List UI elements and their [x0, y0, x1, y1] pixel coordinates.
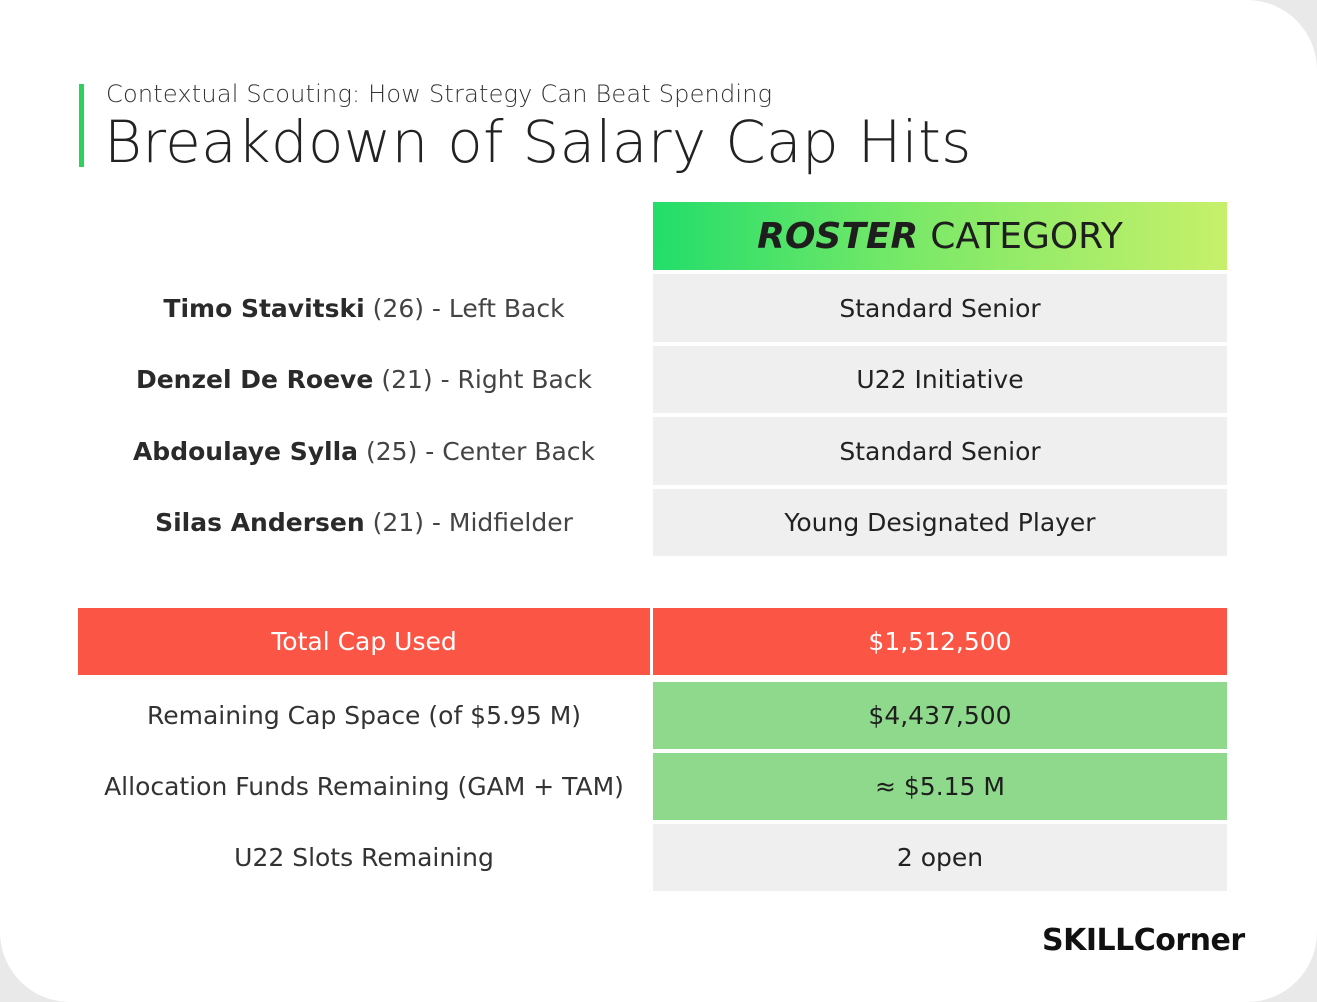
header-light-text: CATEGORY [930, 215, 1123, 257]
title-accent-bar [79, 84, 84, 167]
player-detail: (21) - Right Back [381, 365, 593, 394]
player-detail: (25) - Center Back [366, 436, 596, 466]
player-name: Denzel De Roeve [135, 365, 374, 394]
skillcorner-logo: SKILLCorner [1042, 923, 1245, 958]
total-cap-label: Total Cap Used [78, 608, 650, 675]
page-subtitle: Contextual Scouting: How Strategy Can Be… [106, 80, 773, 108]
player-category-cell: Standard Senior [653, 417, 1227, 485]
total-cap-value: $1,512,500 [653, 608, 1227, 675]
player-name: Abdoulaye Sylla [132, 436, 359, 466]
allocation-funds-value: ≈ $5.15 M [653, 753, 1227, 820]
player-row-label: Timo Stavitski (26) - Left Back [78, 274, 650, 342]
header-strong-text: ROSTER [757, 215, 919, 257]
player-detail: (21) - Midfielder [372, 508, 573, 537]
player-category-cell: U22 Initiative [653, 346, 1227, 413]
roster-category-header: ROSTER CATEGORY [653, 202, 1227, 270]
page-title: Breakdown of Salary Cap Hits [104, 108, 972, 176]
player-category-cell: Standard Senior [653, 274, 1227, 342]
player-row-label: Denzel De Roeve (21) - Right Back [78, 346, 650, 413]
u22-slots-value: 2 open [653, 824, 1227, 891]
player-row-label: Silas Andersen (21) - Midfielder [78, 489, 650, 556]
player-row-label: Abdoulaye Sylla (25) - Center Back [78, 417, 650, 485]
player-name: Silas Andersen [155, 508, 365, 537]
player-category-cell: Young Designated Player [653, 489, 1227, 556]
player-detail: (26) - Left Back [372, 293, 565, 323]
remaining-cap-value: $4,437,500 [653, 682, 1227, 749]
player-name: Timo Stavitski [163, 293, 365, 323]
remaining-cap-label: Remaining Cap Space (of $5.95 M) [146, 701, 582, 730]
allocation-funds-label: Allocation Funds Remaining (GAM + TAM) [104, 772, 624, 801]
u22-slots-label: U22 Slots Remaining [234, 843, 494, 872]
